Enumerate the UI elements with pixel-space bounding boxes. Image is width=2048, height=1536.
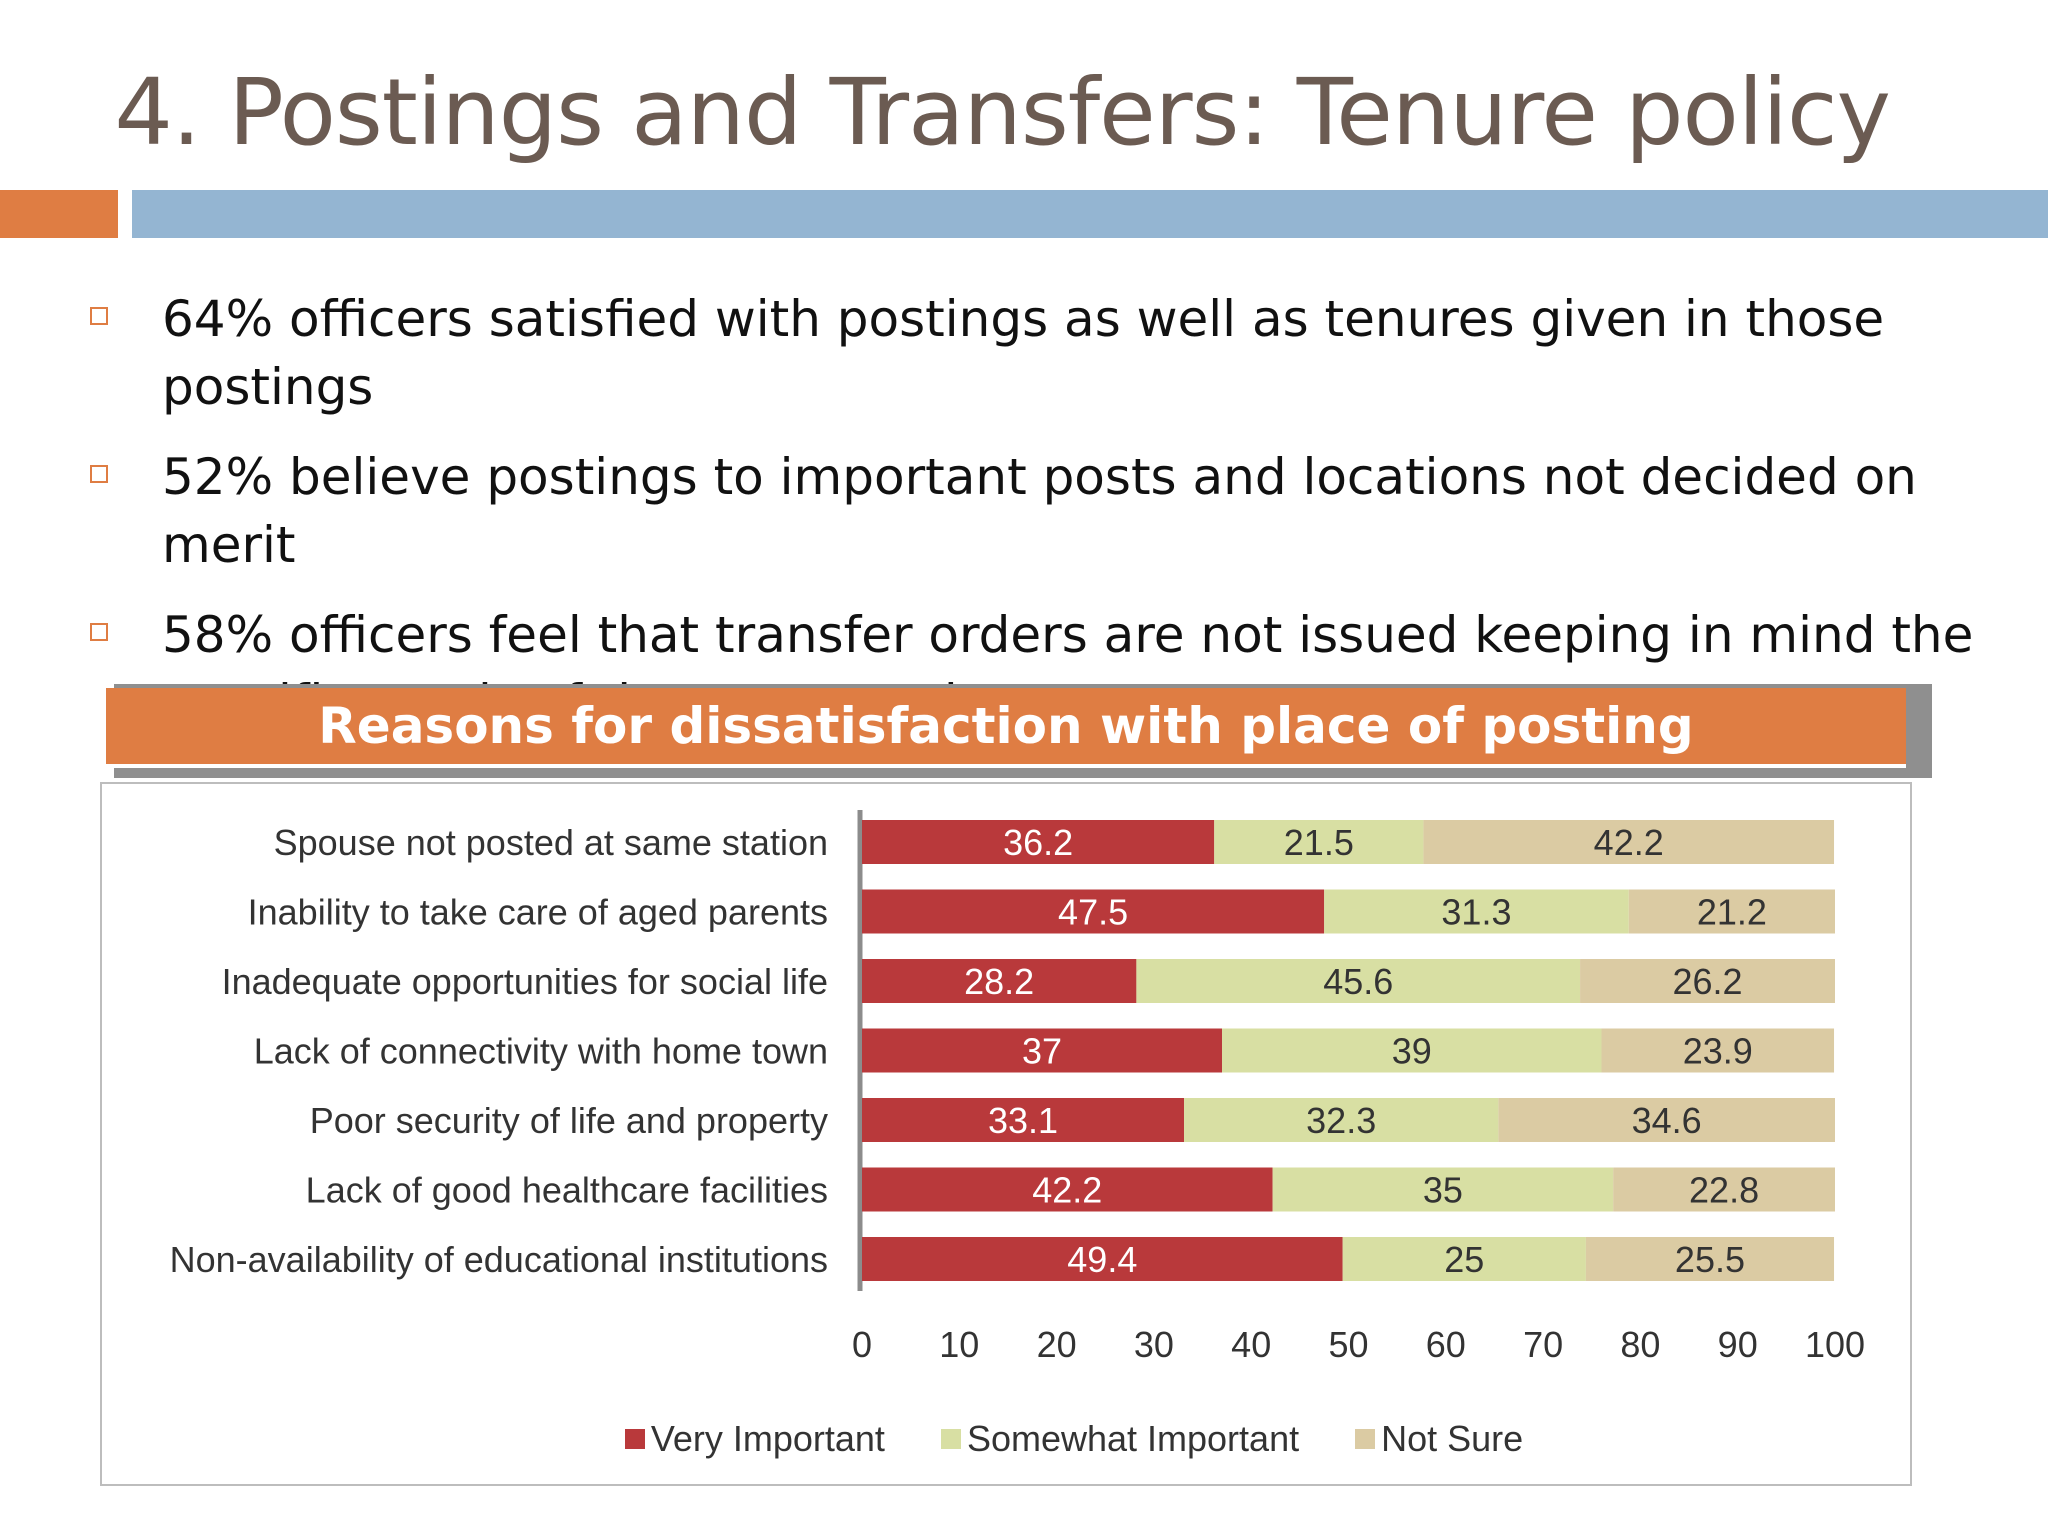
data-label: 25 xyxy=(1444,1239,1484,1280)
legend-swatch-very-important xyxy=(624,1429,645,1449)
x-tick-label: 30 xyxy=(1134,1324,1174,1365)
data-label: 21.2 xyxy=(1697,892,1767,933)
bar-segment xyxy=(862,1237,1343,1281)
bar-segment xyxy=(1585,1237,1835,1281)
x-tick-label: 100 xyxy=(1805,1324,1865,1365)
square-bullet-icon xyxy=(90,623,108,641)
bar-segment xyxy=(1136,959,1581,1003)
bar-segment xyxy=(1222,1028,1602,1073)
legend-swatch-not-sure xyxy=(1355,1429,1376,1449)
bar-segment xyxy=(1580,959,1835,1003)
bar-segment xyxy=(862,1167,1273,1212)
legend-label: Not Sure xyxy=(1381,1418,1524,1459)
bar-segment xyxy=(1324,889,1629,934)
square-bullet-icon xyxy=(90,465,108,483)
data-label: 23.9 xyxy=(1683,1031,1753,1072)
data-label: 34.6 xyxy=(1632,1100,1702,1141)
data-label: 47.5 xyxy=(1058,892,1128,933)
bar-segment xyxy=(1628,889,1835,934)
x-tick-label: 50 xyxy=(1328,1324,1368,1365)
bullet-item: 64% officers satisfied with postings as … xyxy=(90,285,1990,421)
x-tick-label: 70 xyxy=(1523,1324,1563,1365)
bar-segment xyxy=(862,959,1137,1003)
bar-segment xyxy=(1342,1237,1586,1281)
data-label: 33.1 xyxy=(988,1100,1058,1141)
legend-swatch-somewhat-important xyxy=(940,1429,961,1449)
legend-label: Somewhat Important xyxy=(966,1418,1300,1459)
x-tick-label: 0 xyxy=(852,1324,872,1365)
x-tick-label: 20 xyxy=(1037,1324,1077,1365)
x-tick-label: 10 xyxy=(939,1324,979,1365)
header-accent-bar-blue xyxy=(132,190,2048,238)
bar-segment xyxy=(862,1098,1185,1142)
x-tick-label: 60 xyxy=(1426,1324,1466,1365)
bar-segment xyxy=(1601,1028,1835,1073)
bar-segment xyxy=(1423,820,1835,864)
data-label: 28.2 xyxy=(964,961,1034,1002)
bar-segment xyxy=(1613,1167,1835,1212)
data-label: 25.5 xyxy=(1675,1239,1745,1280)
legend-item-very-important: Very Important xyxy=(624,1418,885,1460)
category-label: Non-availability of educational institut… xyxy=(170,1239,828,1280)
category-label: Inability to take care of aged parents xyxy=(248,892,828,933)
stacked-bar-chart: Spouse not posted at same station 36.2 21.… xyxy=(170,810,1865,1365)
category-label: Spouse not posted at same station xyxy=(274,822,828,863)
data-label: 26.2 xyxy=(1672,961,1742,1002)
bar-segment xyxy=(862,889,1325,934)
data-label: 49.4 xyxy=(1067,1239,1137,1280)
bar-segment xyxy=(862,820,1215,864)
bullet-text: 52% believe postings to important posts … xyxy=(162,448,1917,574)
chart-title: Reasons for dissatisfaction with place o… xyxy=(106,688,1906,768)
data-label: 21.5 xyxy=(1284,822,1354,863)
data-label: 31.3 xyxy=(1441,892,1511,933)
data-label: 42.2 xyxy=(1032,1170,1102,1211)
x-tick-label: 80 xyxy=(1620,1324,1660,1365)
header-accent-bar-orange xyxy=(0,190,118,238)
chart-legend: Very Important Somewhat Important Not Su… xyxy=(0,1418,2048,1460)
data-label: 37 xyxy=(1022,1031,1062,1072)
square-bullet-icon xyxy=(90,307,108,325)
bar-segment xyxy=(1498,1098,1835,1142)
data-label: 45.6 xyxy=(1323,961,1393,1002)
bullet-text: 64% officers satisfied with postings as … xyxy=(162,290,1885,416)
data-label: 32.3 xyxy=(1306,1100,1376,1141)
category-label: Lack of good healthcare facilities xyxy=(306,1170,828,1211)
legend-item-not-sure: Not Sure xyxy=(1355,1418,1523,1460)
legend-item-somewhat-important: Somewhat Important xyxy=(940,1418,1300,1460)
bar-segment xyxy=(1184,1098,1499,1142)
data-label: 42.2 xyxy=(1594,822,1664,863)
bar-segment xyxy=(862,1028,1223,1073)
x-tick-label: 40 xyxy=(1231,1324,1271,1365)
category-label: Lack of connectivity with home town xyxy=(254,1031,828,1072)
legend-label: Very Important xyxy=(650,1418,885,1459)
bar-segment xyxy=(1272,1167,1614,1212)
bullet-item: 52% believe postings to important posts … xyxy=(90,443,1990,579)
data-label: 39 xyxy=(1392,1031,1432,1072)
data-label: 36.2 xyxy=(1003,822,1073,863)
data-label: 22.8 xyxy=(1689,1170,1759,1211)
data-label: 35 xyxy=(1423,1170,1463,1211)
bar-segment xyxy=(1214,820,1424,864)
category-label: Inadequate opportunities for social life xyxy=(222,961,828,1002)
x-tick-label: 90 xyxy=(1718,1324,1758,1365)
category-label: Poor security of life and property xyxy=(310,1100,828,1141)
slide-title: 4. Postings and Transfers: Tenure policy xyxy=(114,59,1891,166)
